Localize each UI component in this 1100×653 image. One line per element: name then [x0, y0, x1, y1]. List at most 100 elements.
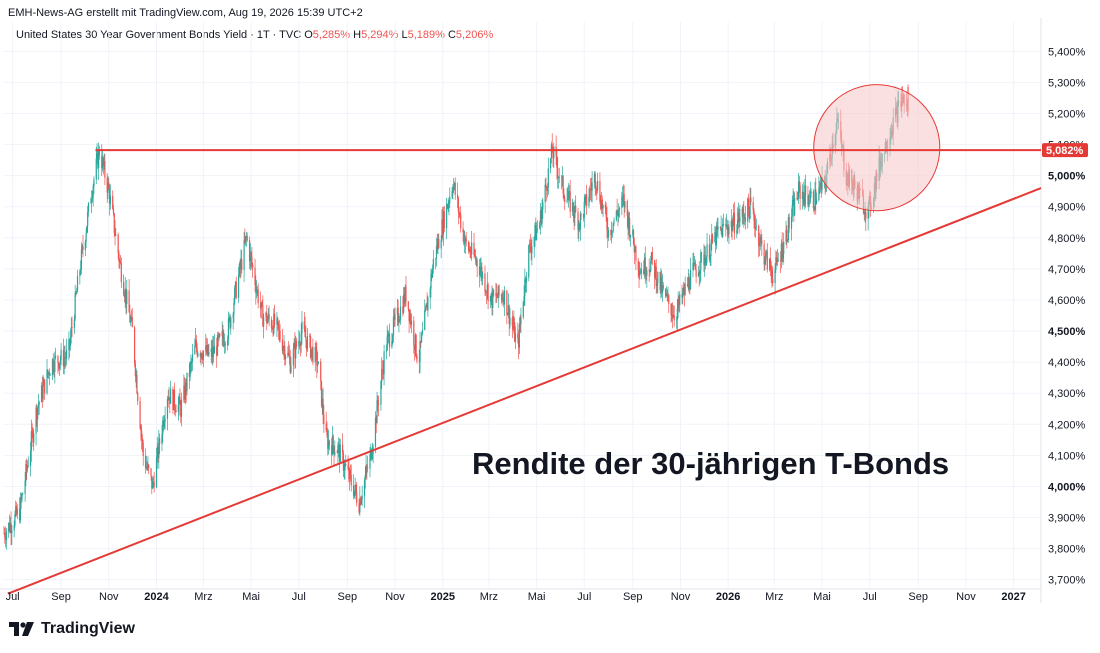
candle-body [30, 431, 32, 452]
candle-body [397, 308, 399, 323]
candle-body [704, 257, 707, 266]
candle-body [442, 211, 445, 235]
candle-body [632, 229, 634, 235]
candle-body [210, 348, 212, 352]
candle-body [227, 318, 230, 340]
candle-body [306, 339, 308, 350]
candle-body [117, 234, 119, 254]
candle-body [564, 198, 566, 203]
candle-body [295, 340, 297, 359]
candle-body [657, 271, 659, 284]
candle-body [765, 250, 768, 253]
candle-body [369, 454, 371, 469]
tradingview-logo[interactable]: TradingView [9, 620, 135, 638]
candle-body [759, 237, 761, 244]
candle-body [169, 388, 172, 404]
candle-body [268, 314, 270, 320]
candle-body [797, 198, 799, 200]
candle-body [139, 400, 141, 429]
candle-body [562, 176, 564, 194]
candle-body [245, 236, 248, 237]
candle-body [431, 273, 433, 278]
candle-body [5, 531, 7, 541]
candle-body [167, 398, 169, 400]
candle-body [191, 361, 193, 363]
candle-body [282, 347, 284, 352]
candle-body [156, 446, 158, 458]
candle-body [144, 456, 147, 469]
candle-body [589, 188, 591, 197]
candle-body [522, 301, 524, 318]
candle-body [385, 350, 388, 352]
candle-body [793, 200, 795, 216]
candle-body [666, 293, 668, 297]
candle-body [151, 481, 154, 489]
candle-body [360, 499, 362, 505]
candle-body [794, 198, 796, 216]
candle-body [610, 230, 612, 235]
candle-body [294, 343, 296, 359]
candle-body [568, 191, 571, 193]
candle-body [607, 229, 609, 238]
candle-body [311, 346, 313, 350]
candle-body [507, 305, 510, 314]
candle-body [673, 315, 675, 321]
candle-body [300, 333, 302, 346]
candle-body [791, 204, 793, 217]
candle-body [348, 468, 350, 480]
candle-body [195, 340, 197, 348]
candle-body [553, 146, 555, 159]
candle-body [317, 363, 319, 366]
candle-body [337, 445, 339, 453]
candle-body [561, 176, 563, 178]
candle-body [37, 404, 40, 408]
candle-body [37, 407, 39, 420]
candle-body [80, 269, 82, 272]
candle-body [574, 205, 576, 218]
y-axis[interactable]: 3,700% 3,800% 3,900% 4,000% 4,100% 4,200% 4,30… [1042, 0, 1100, 603]
candle-body [481, 267, 483, 279]
candle-body [19, 498, 22, 521]
candle-body [98, 149, 100, 168]
candle-body [82, 246, 84, 250]
candle-body [380, 381, 382, 405]
candle-body [530, 249, 532, 254]
candle-body [53, 370, 55, 372]
candle-body [416, 356, 418, 362]
x-axis[interactable]: Jul Sep Nov 2024 Mrz Mai Jul Sep Nov 2025 Mrz Mai Ju… [6, 591, 1026, 603]
y-tick-label: 4,900% [1048, 202, 1086, 214]
candle-body [388, 333, 391, 348]
candle-body [306, 336, 309, 350]
candle-body [126, 290, 128, 305]
candle-body [650, 252, 653, 261]
candle-body [580, 213, 582, 215]
candle-body [633, 243, 635, 253]
candle-body [601, 199, 603, 209]
candle-body [654, 260, 656, 279]
candle-body [130, 319, 132, 323]
candle-body [547, 168, 549, 188]
candle-body [584, 197, 586, 202]
candle-body [744, 217, 746, 222]
candle-body [722, 223, 724, 237]
candle-body [764, 261, 766, 265]
candle-body [421, 330, 423, 335]
candle-body [732, 223, 734, 231]
candle-body [497, 285, 499, 298]
candle-body [131, 317, 133, 328]
candle-body [19, 508, 21, 521]
candle-body [74, 293, 76, 320]
candle-body [533, 237, 535, 247]
candle-body [399, 319, 401, 322]
candle-body [492, 289, 494, 308]
candle-body [534, 225, 536, 238]
candle-body [591, 182, 593, 191]
candle-body [173, 389, 175, 411]
candle-body [224, 343, 226, 346]
candle-body [774, 269, 776, 284]
candle-body [787, 217, 789, 241]
candle-body [465, 237, 467, 243]
candle-body [205, 345, 208, 354]
candle-body [611, 230, 614, 232]
